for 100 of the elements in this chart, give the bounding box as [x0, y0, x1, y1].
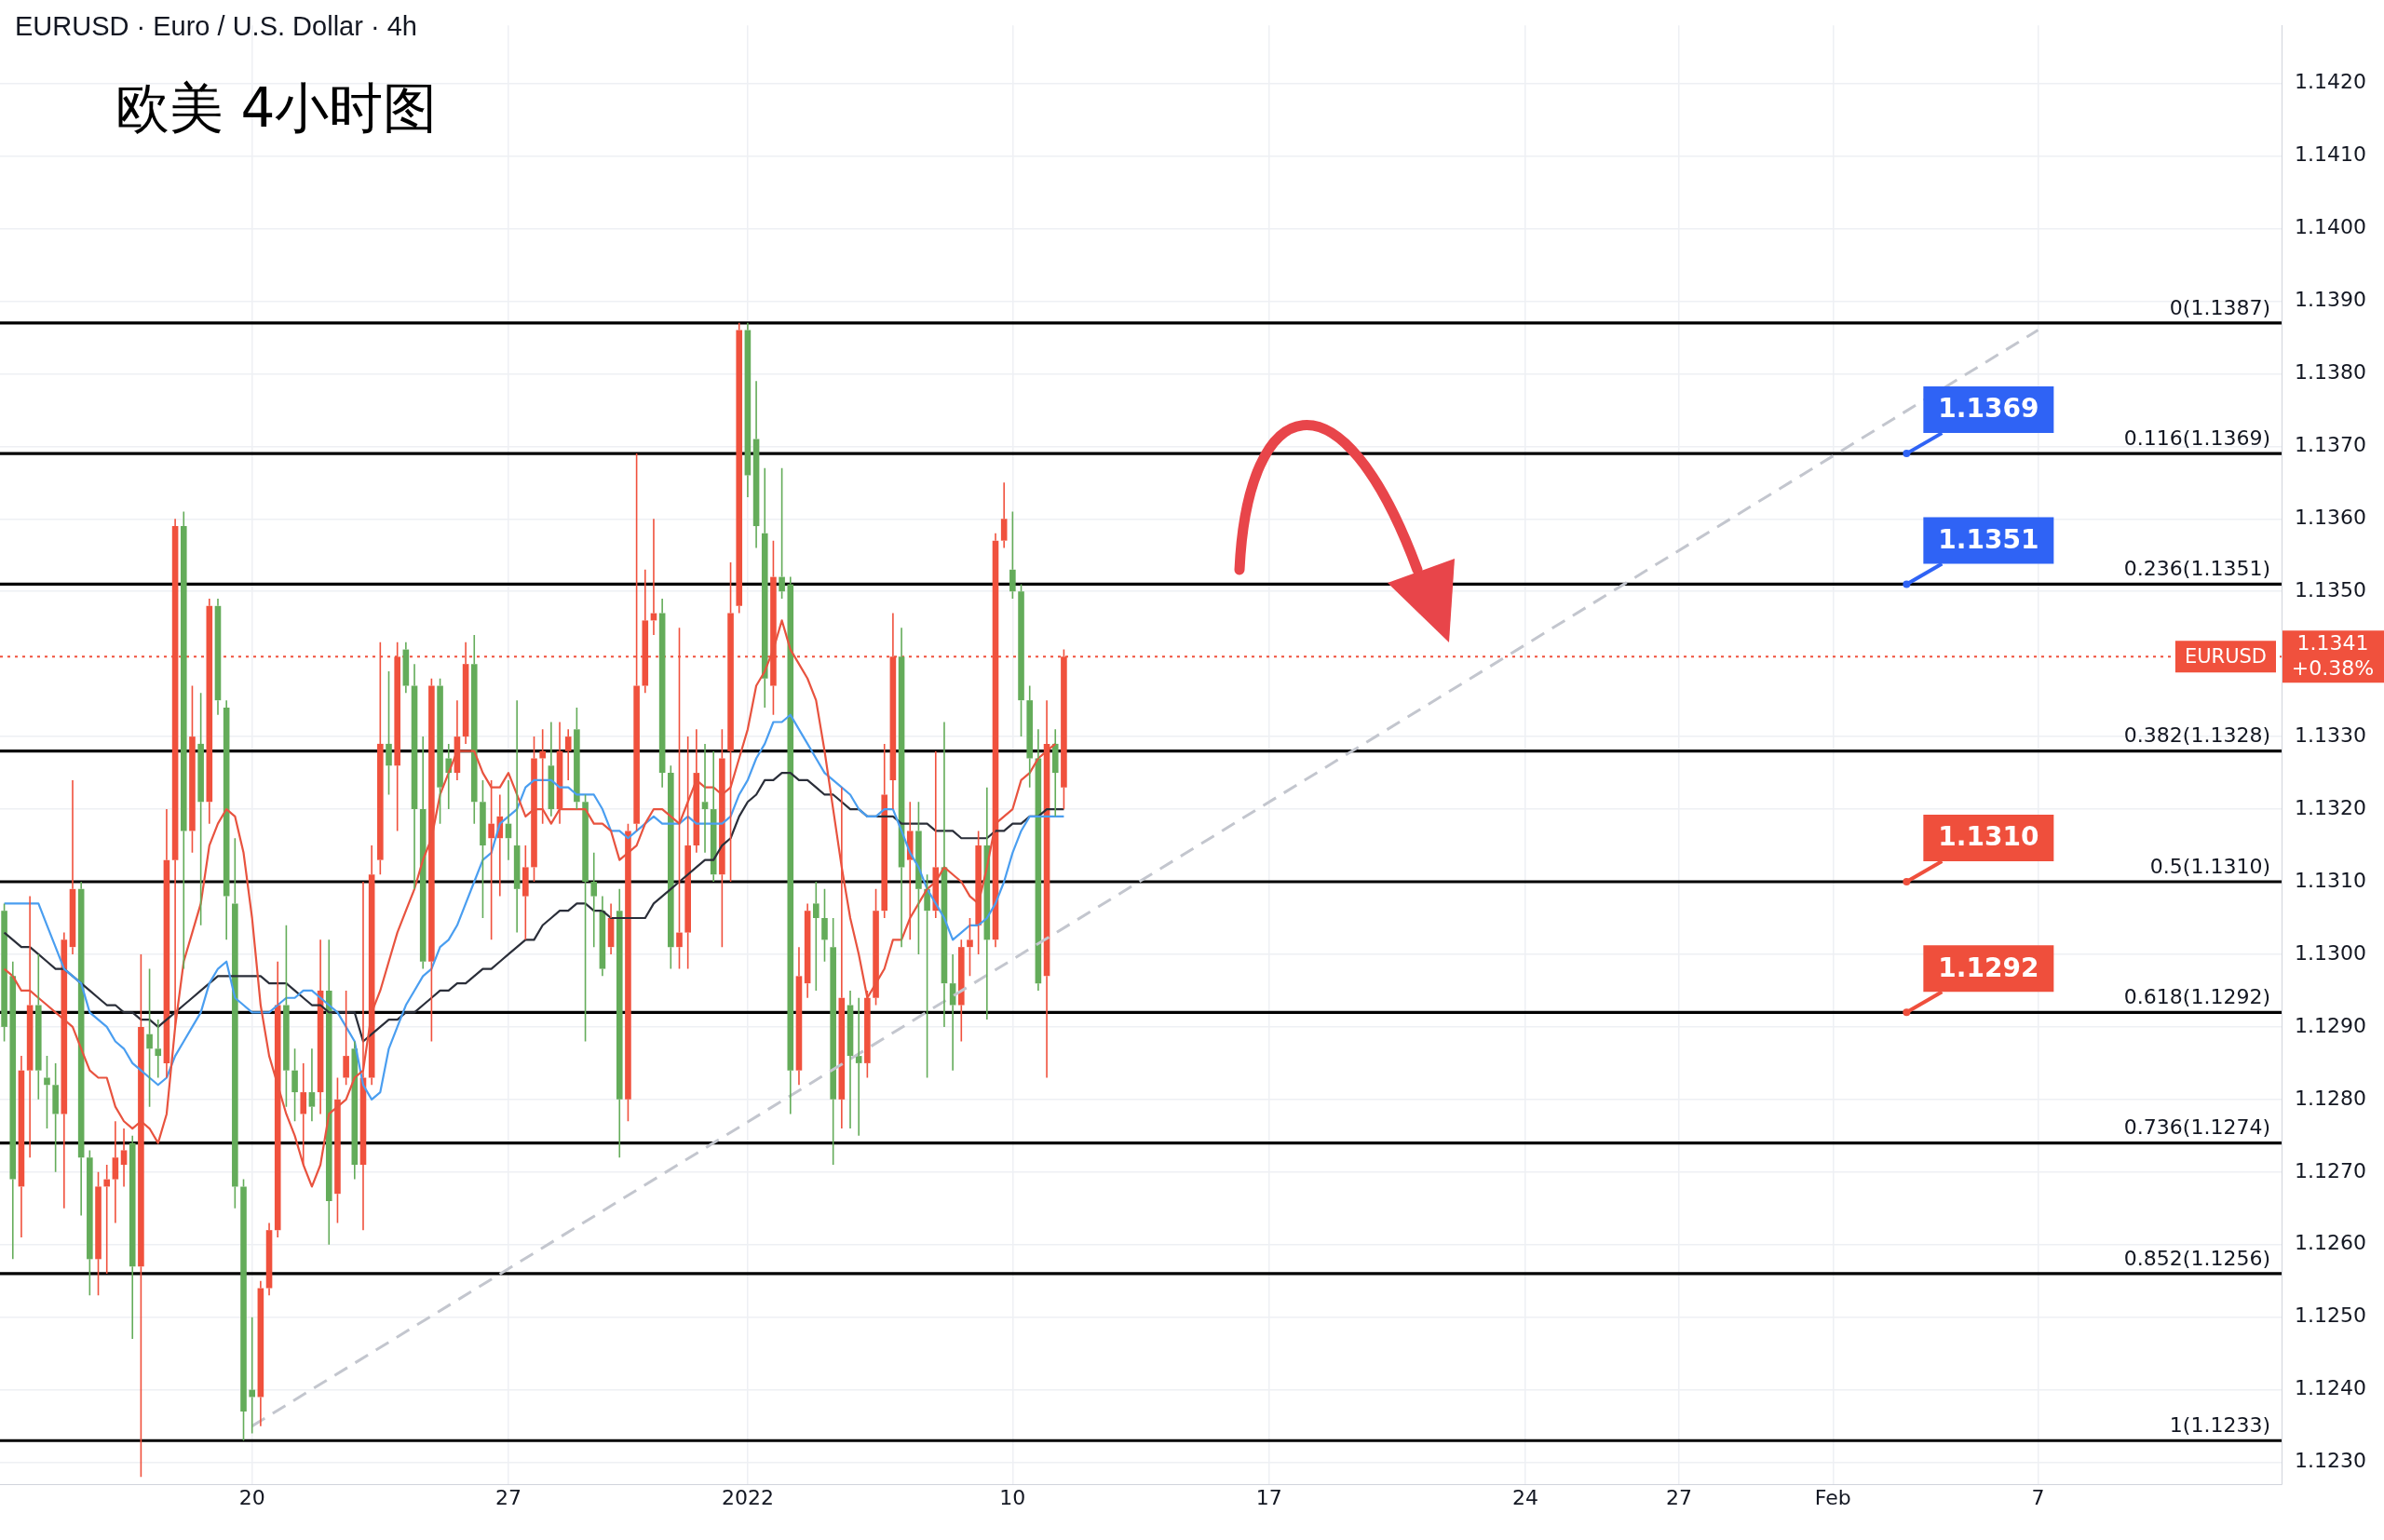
candlestick [736, 322, 743, 615]
candlestick [428, 677, 435, 1043]
candlestick [906, 801, 914, 941]
candlestick [1000, 481, 1008, 549]
ref-line-label: 0.116(1.1369) [2123, 426, 2270, 450]
candlestick [625, 822, 631, 1123]
candlestick [513, 699, 521, 934]
y-tick-label: 1.1400 [2295, 215, 2366, 239]
candlestick [44, 1055, 50, 1129]
candlestick [189, 684, 196, 854]
candlestick [684, 736, 691, 970]
y-tick-label: 1.1410 [2295, 142, 2366, 167]
x-tick-label: Feb [1814, 1485, 1851, 1509]
annotation: 1.1351 [1938, 523, 2039, 555]
candlestick [180, 510, 187, 970]
annotation: 1.1310 [1938, 821, 2039, 853]
ref-line-label: 1.1341 [2296, 631, 2369, 655]
annotation: 1.1292 [1938, 952, 2039, 983]
candlestick [87, 1149, 93, 1297]
candlestick [34, 953, 42, 1101]
y-tick-label: 1.1420 [2295, 70, 2366, 94]
candlestick [240, 1178, 247, 1442]
y-tick-label: 1.1230 [2295, 1449, 2366, 1473]
annotation: 1.1369 [1938, 393, 2039, 425]
candlestick [1, 902, 7, 1043]
candlestick [813, 881, 820, 992]
y-tick-label: 1.1370 [2295, 433, 2366, 457]
candlestick [915, 801, 922, 955]
y-tick-label: 1.1240 [2295, 1376, 2366, 1400]
candlestick [795, 946, 803, 1087]
ref-line-label: 0(1.1387) [2169, 295, 2270, 319]
candlestick [488, 779, 494, 941]
text: 欧美 4小时图 [115, 75, 438, 142]
candlestick [668, 764, 674, 970]
candlestick [411, 663, 418, 890]
candlestick [480, 779, 486, 919]
candlestick [574, 707, 580, 810]
y-tick-label: 1.1380 [2295, 360, 2366, 385]
candlestick [69, 779, 76, 955]
ref-line-label: 0.382(1.1328) [2123, 723, 2270, 748]
candlestick [95, 1171, 102, 1297]
y-tick-label: 1.1310 [2295, 868, 2366, 892]
candlestick [761, 466, 768, 709]
candlestick [419, 736, 427, 970]
candlestick [590, 852, 598, 948]
candlestick [1026, 684, 1034, 789]
ref-line-label: 1(1.1233) [2169, 1412, 2270, 1437]
ref-line-label: 0.5(1.1310) [2149, 854, 2270, 878]
y-tick-label: 1.1390 [2295, 288, 2366, 312]
candlestick [291, 1047, 298, 1123]
y-tick-label: 1.1320 [2295, 795, 2366, 819]
x-tick-label: 27 [1666, 1485, 1693, 1509]
y-tick-label: 1.1280 [2295, 1086, 2366, 1110]
annotation: EURUSD [2184, 644, 2267, 668]
candlestick [249, 1316, 255, 1435]
candlestick [616, 888, 623, 1159]
candlestick [300, 1062, 307, 1166]
candlestick [522, 844, 529, 941]
candlestick [120, 1128, 128, 1188]
candlestick [821, 888, 828, 963]
ref-line-label: 0.852(1.1256) [2123, 1246, 2270, 1270]
candlestick [155, 1019, 162, 1079]
candlestick [206, 598, 213, 825]
ref-line-label: 0.236(1.1351) [2123, 557, 2270, 581]
candlestick [214, 598, 222, 716]
candlestick [445, 743, 453, 810]
x-tick-label: 7 [2031, 1485, 2045, 1509]
candlestick [9, 960, 17, 1261]
y-tick-label: 1.1290 [2295, 1013, 2366, 1037]
y-tick-label: 1.1330 [2295, 723, 2366, 747]
y-tick-label: 1.1300 [2295, 940, 2366, 965]
candlestick [103, 1164, 110, 1275]
candlestick [470, 634, 478, 825]
candlestick [531, 736, 537, 883]
candlestick [146, 967, 153, 1108]
candlestick [564, 728, 572, 781]
candlestick [308, 1047, 316, 1123]
candlestick [873, 888, 879, 1006]
candlestick [779, 466, 785, 600]
candlestick [847, 990, 854, 1129]
candlestick [232, 837, 238, 1209]
candlestick [343, 990, 349, 1087]
candlestick [197, 692, 204, 926]
text: +0.38% [2291, 656, 2375, 681]
candlestick [129, 1135, 136, 1340]
candlestick [283, 924, 290, 1108]
candlestick [257, 1279, 264, 1427]
candlestick [325, 939, 332, 1246]
candlestick [386, 670, 392, 796]
candlestick [26, 895, 34, 1159]
candlestick [265, 1222, 273, 1297]
candlestick [1009, 510, 1016, 600]
candlestick [855, 996, 862, 1137]
candlestick [539, 728, 546, 825]
candlestick [18, 1055, 25, 1238]
y-tick-label: 1.1270 [2295, 1158, 2366, 1182]
candlestick [719, 728, 725, 948]
candlestick [830, 917, 836, 1166]
candlestick [658, 598, 666, 789]
candlestick [1018, 583, 1024, 737]
